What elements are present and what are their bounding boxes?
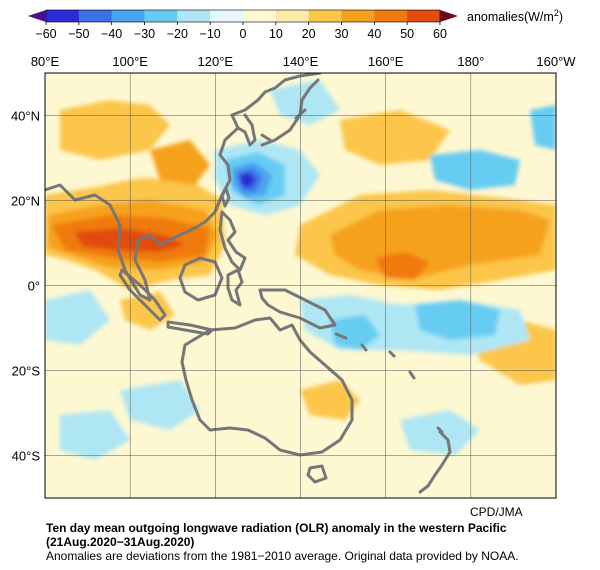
- colorbar-bin: [407, 10, 441, 22]
- colorbar-tick-label: −20: [167, 27, 188, 41]
- anomaly-warm-region: [60, 100, 170, 160]
- anomaly-warm-region: [340, 110, 450, 165]
- colorbar-bin: [243, 10, 277, 22]
- latitude-label: 40°N: [11, 109, 40, 124]
- colorbar-tick-label: 40: [367, 27, 381, 41]
- colorbar-tick-label: 20: [302, 27, 316, 41]
- longitude-label: 140°E: [283, 54, 319, 69]
- anomaly-cool-region: [430, 150, 520, 190]
- colorbar-bin: [46, 10, 80, 22]
- colorbar-bins: [45, 9, 441, 23]
- colorbar-bin: [341, 10, 375, 22]
- anomaly-cool-region: [60, 410, 130, 460]
- latitude-tick-labels: 40°N 20°N 0° 20°S 40°S: [11, 109, 40, 464]
- coastline-taiwan: [220, 186, 231, 208]
- anomaly-cool-region: [120, 380, 200, 430]
- anomaly-cool-region: [45, 290, 110, 345]
- latitude-label: 0°: [28, 279, 40, 294]
- coastline-sumatra: [118, 268, 167, 322]
- coastline-pacific-islands: [334, 332, 416, 380]
- map-frame: [44, 72, 557, 499]
- caption-note: Anomalies are deviations from the 1981−2…: [46, 549, 519, 563]
- colorbar-tick-label: −10: [200, 27, 221, 41]
- anomaly-warm-region: [150, 140, 210, 185]
- latitude-label: 40°S: [12, 449, 41, 464]
- caption-period: (21Aug.2020−31Aug.2020): [46, 535, 195, 549]
- colorbar-bin: [111, 10, 145, 22]
- longitude-label: 180°: [457, 54, 484, 69]
- anomaly-cool-region: [415, 300, 500, 340]
- colorbar-tick-label: 0: [240, 27, 247, 41]
- map-gridlines: [45, 73, 556, 498]
- longitude-label: 160°E: [368, 54, 404, 69]
- longitude-label: 160°W: [536, 54, 576, 69]
- colorbar-bin: [308, 10, 342, 22]
- colorbar-bin: [275, 10, 309, 22]
- colorbar-tick-label: 10: [269, 27, 283, 41]
- colorbar-bin: [374, 10, 408, 22]
- colorbar-bin: [210, 10, 244, 22]
- coastline-philippines: [218, 210, 247, 272]
- colorbar-tick-label: 30: [335, 27, 349, 41]
- latitude-label: 20°N: [11, 194, 40, 209]
- latitude-label: 20°S: [12, 364, 41, 379]
- credit-label: CPD/JMA: [470, 505, 523, 519]
- coastline-sulawesi: [226, 268, 244, 307]
- anomaly-cool-region: [270, 80, 340, 125]
- anomaly-very-strong-cool-region: [240, 173, 255, 188]
- colorbar-tick-label: 50: [400, 27, 414, 41]
- colorbar-left-arrow: [28, 10, 46, 22]
- longitude-tick-labels: 80°E 100°E 120°E 140°E 160°E 180° 160°W: [31, 54, 576, 69]
- colorbar-tick-label: −50: [68, 27, 89, 41]
- colorbar-bin: [177, 10, 211, 22]
- coastline-java: [166, 320, 214, 336]
- coastline-new-zealand: [418, 426, 452, 494]
- colorbar-unit-label: anomalies(W/m2): [467, 8, 563, 24]
- anomaly-warm-region: [300, 380, 360, 420]
- anomaly-strong-warm-region: [375, 252, 430, 280]
- coastline-australia: [180, 316, 354, 457]
- olr-anomaly-map: 80°E 100°E 120°E 140°E 160°E 180° 160°W 40°N 20…: [11, 54, 576, 499]
- caption-title: Ten day mean outgoing longwave radiation…: [46, 521, 507, 535]
- coastline-korea: [236, 113, 257, 147]
- colorbar-tick-label: −30: [134, 27, 155, 41]
- colorbar: −60 −50 −40 −30 −20 −10 0 10 20 30 40 50 60 anomalie…: [28, 8, 563, 41]
- colorbar-tick-label: −40: [101, 27, 122, 41]
- colorbar-tick-labels: −60 −50 −40 −30 −20 −10 0 10 20 30 40 50 60: [35, 22, 447, 41]
- colorbar-tick-label: −60: [35, 27, 56, 41]
- colorbar-bin: [144, 10, 178, 22]
- anomaly-cool-region: [330, 315, 380, 350]
- colorbar-right-arrow: [440, 10, 458, 22]
- coastline-asia-mainland: [45, 73, 322, 302]
- coastline-borneo: [178, 256, 224, 302]
- colorbar-tick-label: 60: [433, 27, 447, 41]
- longitude-label: 120°E: [198, 54, 234, 69]
- coastline-tasmania: [306, 464, 328, 484]
- coastline-new-guinea: [258, 288, 337, 330]
- colorbar-bin: [78, 10, 112, 22]
- longitude-label: 80°E: [31, 54, 60, 69]
- anomaly-cool-region: [530, 105, 556, 150]
- longitude-label: 100°E: [112, 54, 148, 69]
